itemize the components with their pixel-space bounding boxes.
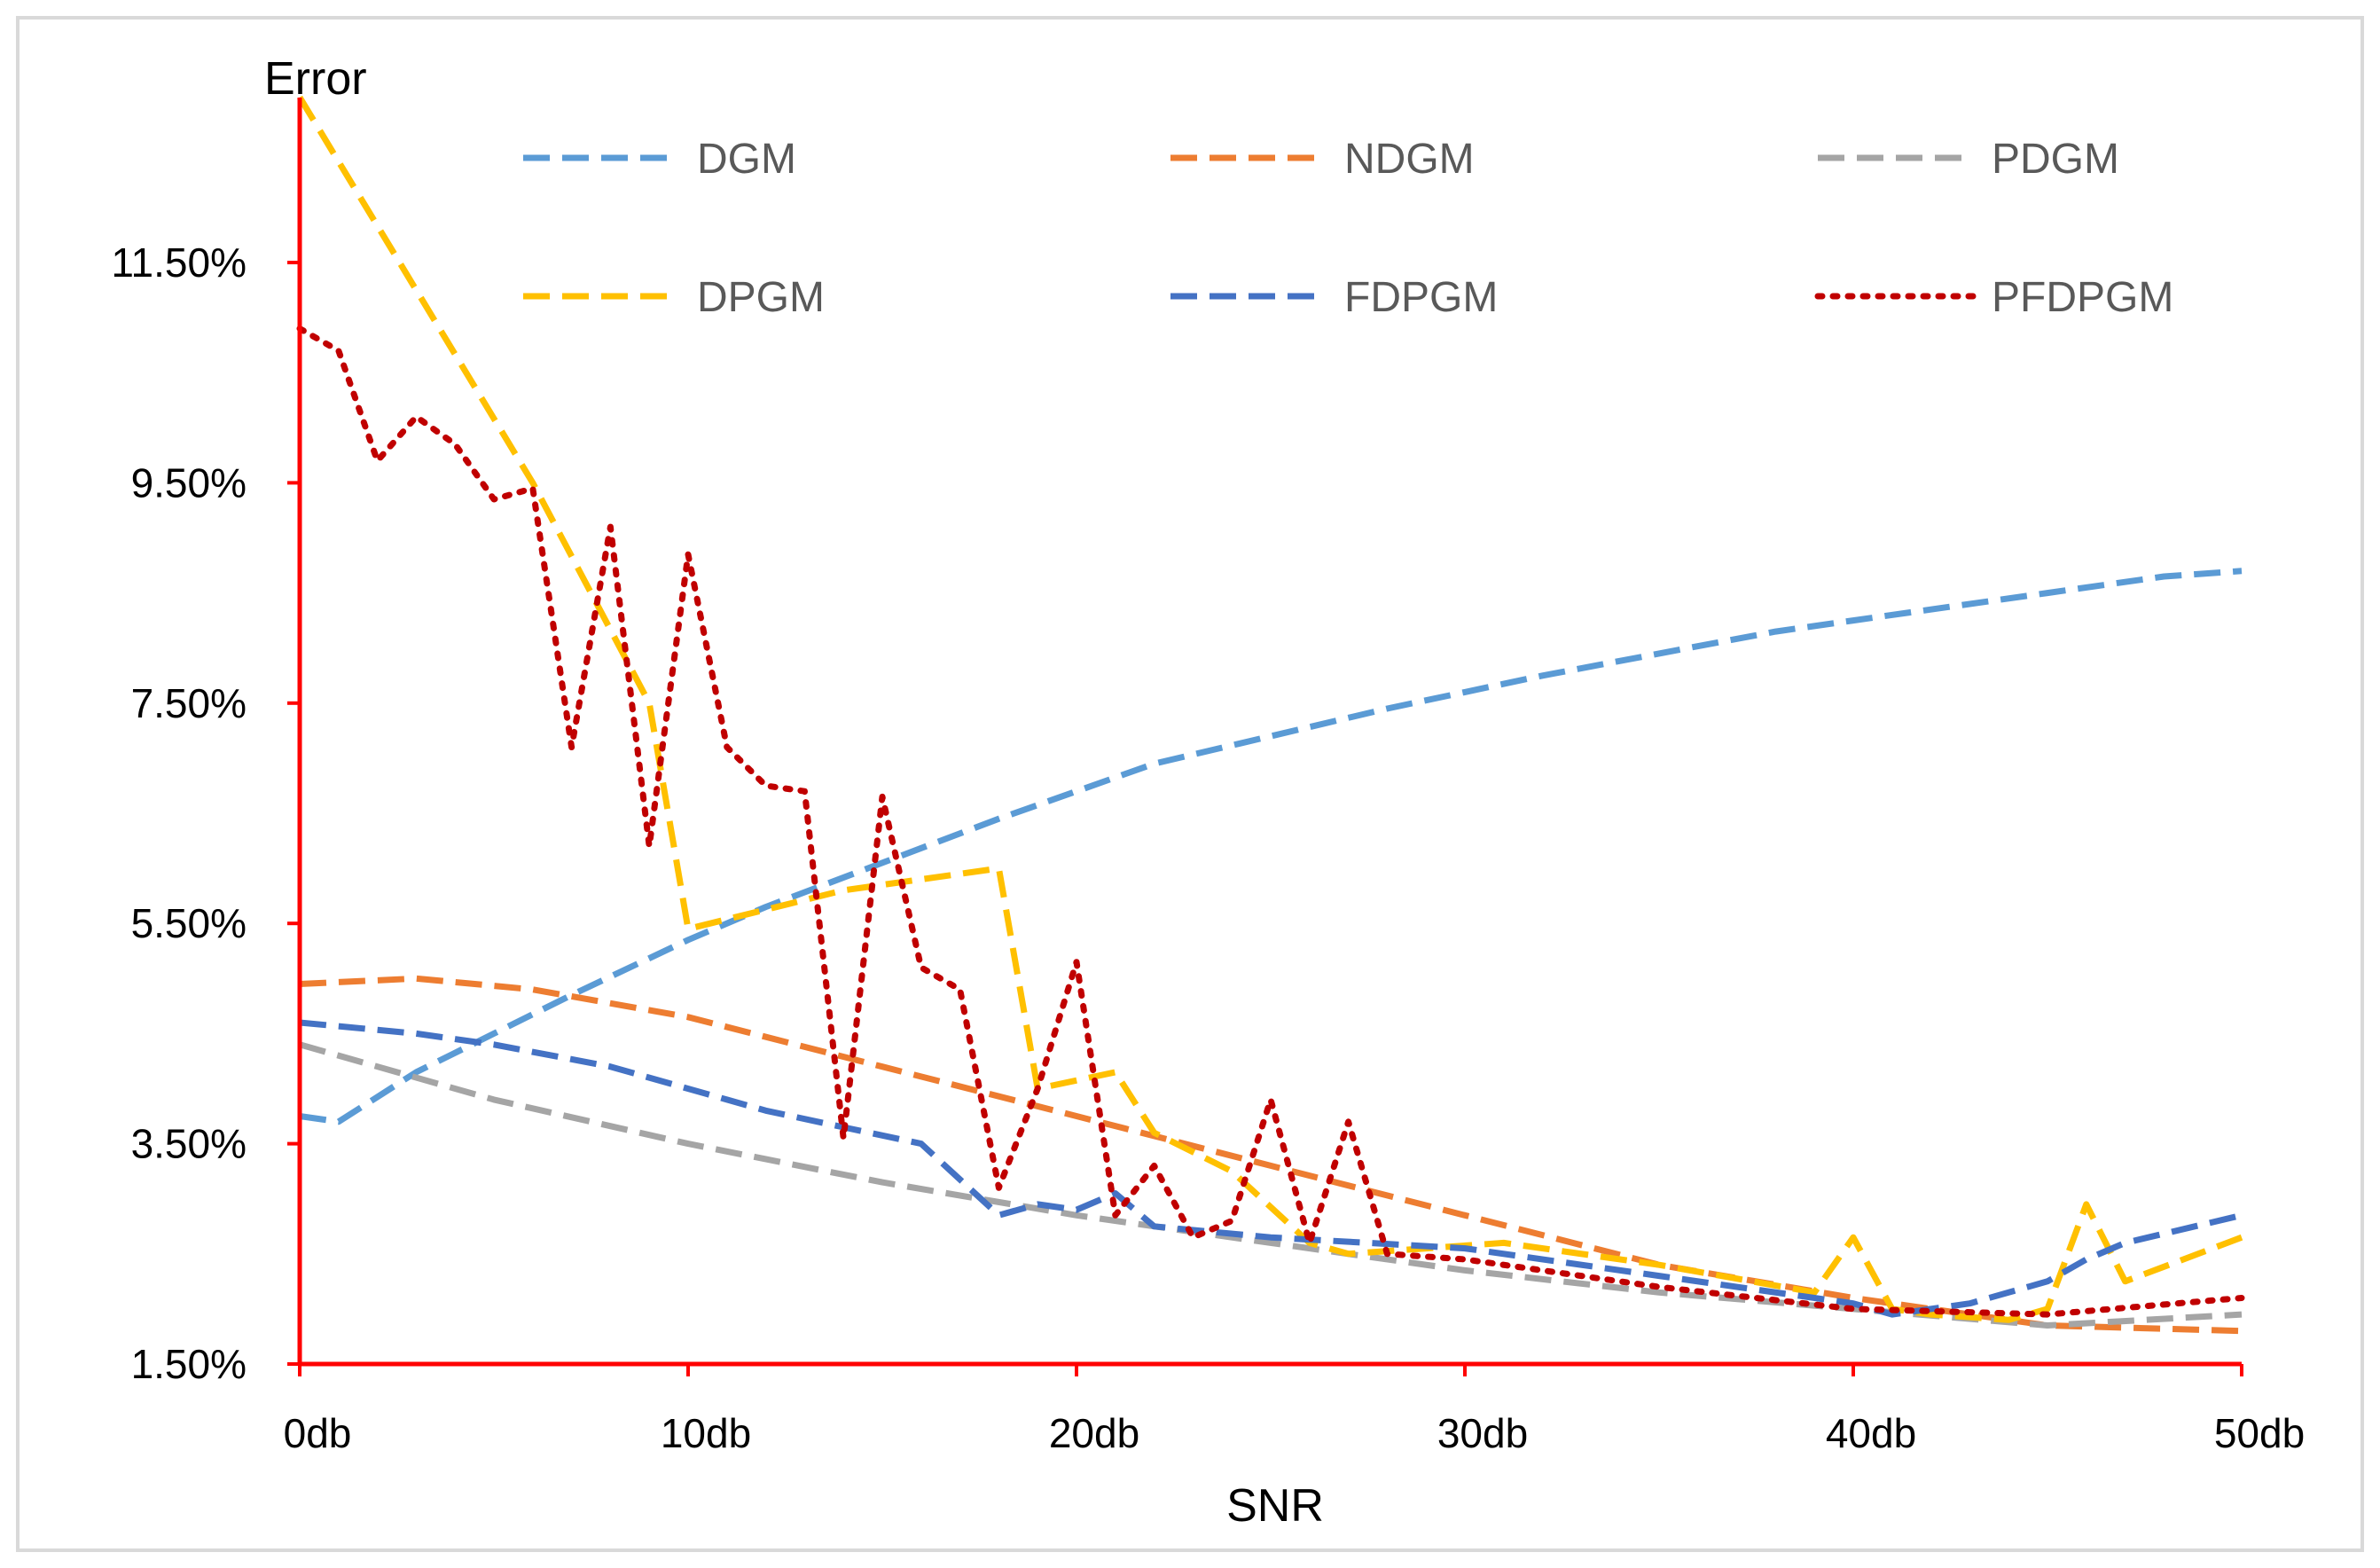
legend-label: DGM <box>697 136 796 183</box>
series-layer <box>296 95 2245 1335</box>
legend-label: DPGM <box>697 274 825 321</box>
x-tick-label: 20db <box>1049 1410 1139 1456</box>
x-tick-label: 40db <box>1826 1410 1916 1456</box>
series-line-fdpgm <box>299 1019 2243 1318</box>
legend-item-ndgm: NDGM <box>1170 136 1475 183</box>
y-tick-label: 9.50% <box>131 459 247 506</box>
series-line-dgm <box>299 568 2243 1125</box>
legend-label: PDGM <box>1992 136 2119 183</box>
legend-label: PFDPGM <box>1992 274 2173 321</box>
y-tick-label: 1.50% <box>131 1341 247 1387</box>
x-tick-label: 0db <box>284 1410 352 1456</box>
legend-label: NDGM <box>1344 136 1475 183</box>
legend-item-dpgm: DPGM <box>523 274 825 321</box>
legend-item-pdgm: PDGM <box>1818 136 2119 183</box>
y-tick-label: 11.50% <box>111 239 247 286</box>
legend-item-fdpgm: FDPGM <box>1170 274 1498 321</box>
x-axis-title: SNR <box>1226 1480 1324 1532</box>
series-line-pfdpgm <box>296 325 2245 1318</box>
legend-label: FDPGM <box>1344 274 1498 321</box>
y-tick-label: 3.50% <box>131 1121 247 1167</box>
y-axis-title: Error <box>264 53 367 105</box>
legend-item-pfdpgm: PFDPGM <box>1814 274 2173 321</box>
y-tick-label: 7.50% <box>131 680 247 726</box>
legend: DGM NDGM PDGM DPGM FDPGM PFDPGM <box>523 136 2173 321</box>
legend-item-dgm: DGM <box>523 136 796 183</box>
ticks-layer: 1.50% 3.50% 5.50% 7.50% 9.50% 11.50% 0db 10db 20… <box>111 239 2305 1456</box>
y-tick-label: 5.50% <box>131 900 247 946</box>
x-tick-label: 30db <box>1437 1410 1528 1456</box>
x-tick-label: 50db <box>2214 1410 2305 1456</box>
axes-layer <box>297 98 2242 1367</box>
x-tick-label: 10db <box>661 1410 751 1456</box>
